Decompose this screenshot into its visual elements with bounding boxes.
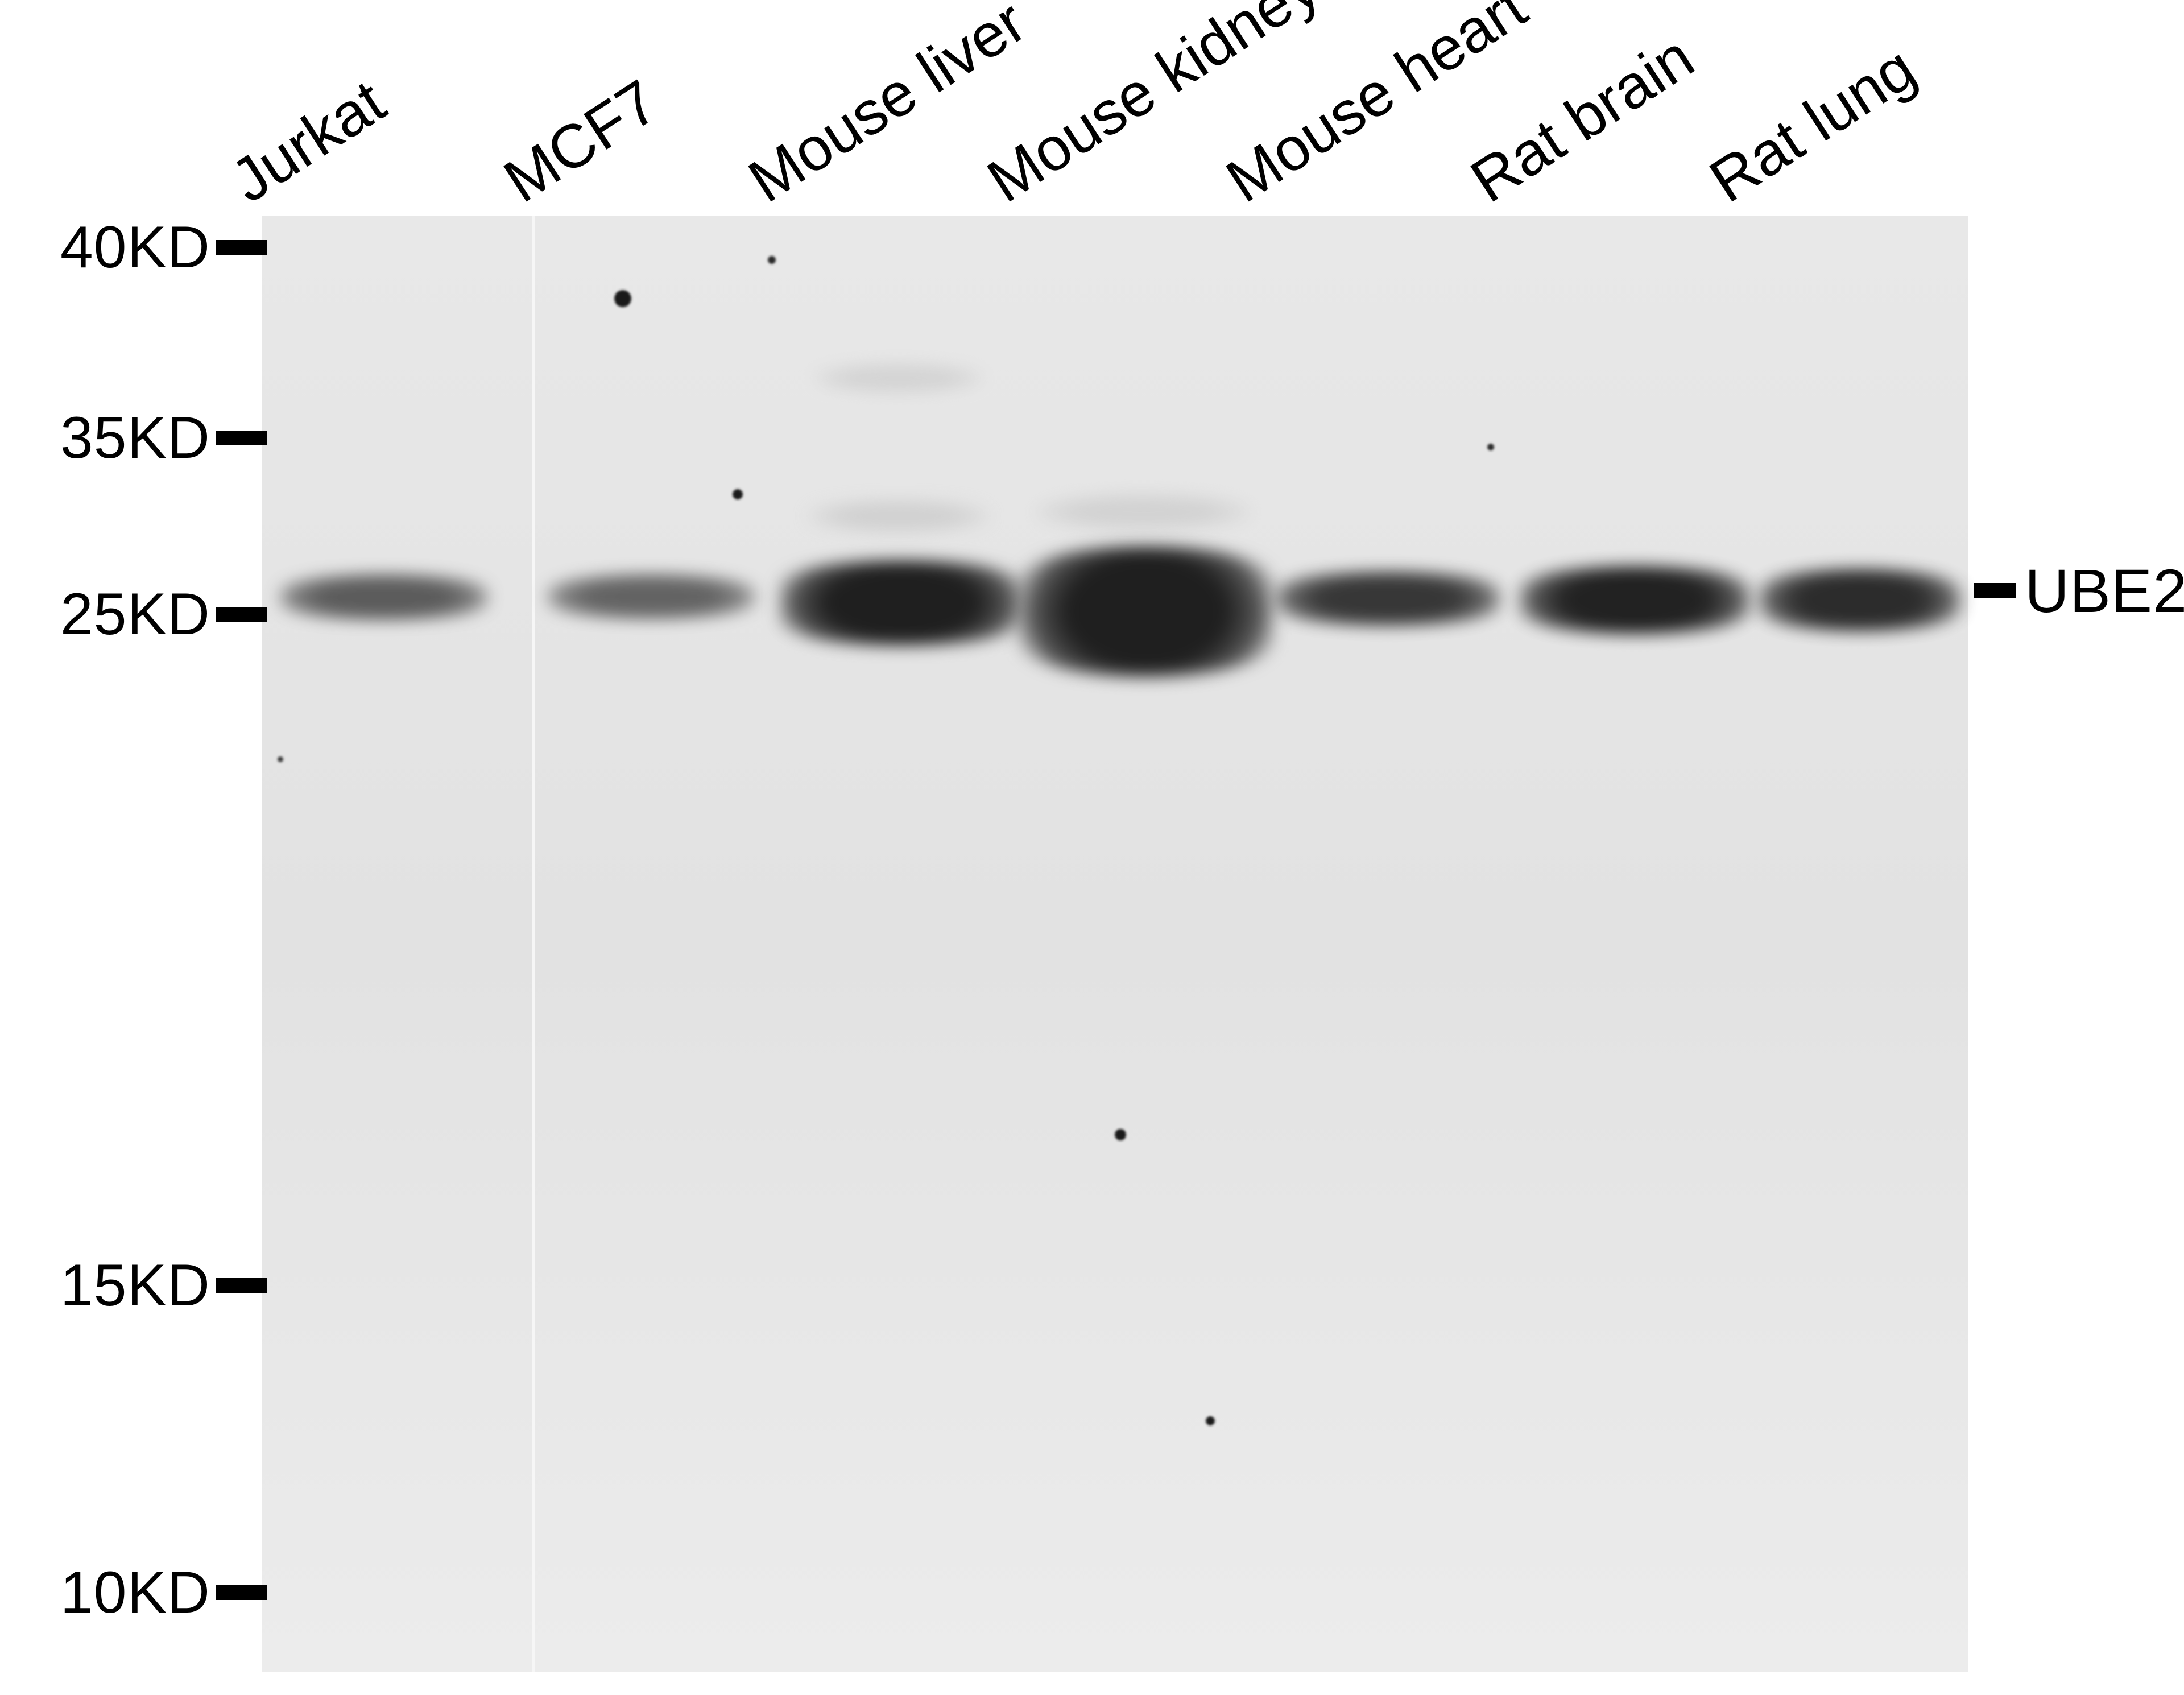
membrane-splice-line xyxy=(532,216,535,1672)
artifact-speck xyxy=(1115,1129,1126,1140)
mw-marker-row: 10KD xyxy=(0,1576,267,1610)
mw-marker-tick xyxy=(216,607,267,622)
mw-marker-label: 35KD xyxy=(0,404,210,472)
artifact-speck xyxy=(1487,444,1494,450)
mw-marker-row: 25KD xyxy=(0,597,267,631)
target-protein-label: UBE2R2 xyxy=(2025,555,2184,626)
mw-marker-tick xyxy=(216,431,267,445)
artifact-speck xyxy=(733,489,743,499)
protein-band xyxy=(1519,566,1752,634)
artifact-speck xyxy=(1206,1416,1215,1425)
mw-marker-row: 15KD xyxy=(0,1268,267,1303)
mw-marker-tick xyxy=(216,1278,267,1293)
target-tick xyxy=(1974,583,2016,598)
mw-marker-label: 10KD xyxy=(0,1559,210,1627)
protein-band xyxy=(813,364,984,392)
protein-band xyxy=(546,574,756,619)
protein-band xyxy=(279,574,489,620)
blot-membrane xyxy=(262,216,1968,1672)
protein-band xyxy=(1274,572,1502,626)
artifact-speck xyxy=(768,256,776,264)
mw-marker-label: 40KD xyxy=(0,214,210,282)
lane-label: MCF7 xyxy=(491,65,671,216)
target-label-row: UBE2R2 xyxy=(1974,573,2184,607)
protein-band xyxy=(808,501,990,532)
artifact-speck xyxy=(614,290,631,307)
mw-marker-tick xyxy=(216,240,267,255)
protein-band xyxy=(1757,569,1962,631)
protein-band xyxy=(1018,546,1274,677)
protein-band xyxy=(1035,495,1251,529)
figure-canvas: 40KD35KD25KD15KD10KD JurkatMCF7Mouse liv… xyxy=(0,0,2184,1695)
mw-marker-row: 35KD xyxy=(0,421,267,455)
mw-marker-label: 15KD xyxy=(0,1252,210,1320)
protein-band xyxy=(779,560,1024,646)
artifact-speck xyxy=(278,756,283,762)
mw-marker-label: 25KD xyxy=(0,581,210,648)
mw-marker-row: 40KD xyxy=(0,230,267,264)
mw-marker-tick xyxy=(216,1585,267,1600)
lane-label: Jurkat xyxy=(218,65,398,216)
lane-label: Rat lung xyxy=(1697,32,1927,216)
